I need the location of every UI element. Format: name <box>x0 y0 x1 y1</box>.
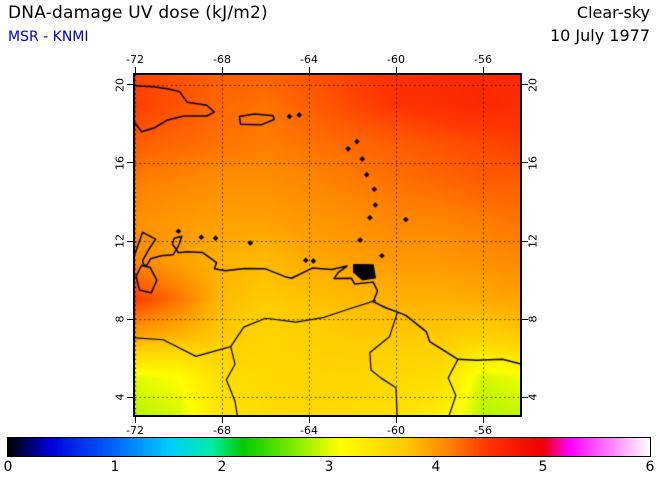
y-tick-left <box>127 240 133 242</box>
x-tick-label-bottom: -56 <box>474 424 492 437</box>
map-canvas <box>135 75 520 415</box>
y-tick-right <box>522 318 528 320</box>
y-tick-label-left: 4 <box>113 393 127 401</box>
x-tick-top <box>395 67 397 73</box>
condition-label: Clear-sky <box>576 3 650 22</box>
source-label: MSR - KNMI <box>8 29 89 45</box>
y-tick-right <box>522 396 528 398</box>
colorbar-tick-label: 6 <box>645 459 655 475</box>
y-tick-label-left: 16 <box>113 155 127 170</box>
y-tick-label-left: 12 <box>113 234 127 249</box>
colorbar-frame <box>7 437 651 457</box>
x-tick-top <box>134 67 136 73</box>
y-tick-label-right: 16 <box>526 155 540 170</box>
x-tick-bottom <box>395 417 397 423</box>
colorbar-canvas <box>8 438 650 456</box>
x-tick-bottom <box>482 417 484 423</box>
x-tick-label-top: -68 <box>213 53 231 66</box>
y-tick-label-right: 12 <box>526 234 540 249</box>
x-tick-label-top: -60 <box>387 53 405 66</box>
y-tick-right <box>522 240 528 242</box>
x-tick-bottom <box>221 417 223 423</box>
x-tick-top <box>482 67 484 73</box>
map-frame <box>133 73 522 417</box>
colorbar-tick-label: 2 <box>217 459 227 475</box>
y-tick-left <box>127 396 133 398</box>
y-tick-left <box>127 84 133 86</box>
y-tick-right <box>522 162 528 164</box>
y-tick-left <box>127 318 133 320</box>
colorbar-tick-label: 5 <box>538 459 548 475</box>
x-tick-top <box>221 67 223 73</box>
colorbar-tick-label: 4 <box>431 459 441 475</box>
y-tick-label-left: 8 <box>113 315 127 323</box>
y-tick-left <box>127 162 133 164</box>
x-tick-label-bottom: -68 <box>213 424 231 437</box>
x-tick-label-bottom: -72 <box>126 424 144 437</box>
y-tick-right <box>522 84 528 86</box>
y-tick-label-right: 8 <box>526 315 540 323</box>
colorbar-tick-label: 3 <box>324 459 334 475</box>
date-label: 10 July 1977 <box>549 26 650 45</box>
x-tick-bottom <box>134 417 136 423</box>
x-tick-label-bottom: -60 <box>387 424 405 437</box>
colorbar-tick-label: 1 <box>110 459 120 475</box>
y-tick-label-right: 20 <box>526 77 540 92</box>
figure-title: DNA-damage UV dose (kJ/m2) <box>8 3 268 23</box>
x-tick-label-top: -56 <box>474 53 492 66</box>
y-tick-label-right: 4 <box>526 393 540 401</box>
x-tick-top <box>308 67 310 73</box>
y-tick-label-left: 20 <box>113 77 127 92</box>
colorbar-tick-label: 0 <box>3 459 13 475</box>
x-tick-label-bottom: -64 <box>300 424 318 437</box>
x-tick-label-top: -64 <box>300 53 318 66</box>
x-tick-label-top: -72 <box>126 53 144 66</box>
x-tick-bottom <box>308 417 310 423</box>
